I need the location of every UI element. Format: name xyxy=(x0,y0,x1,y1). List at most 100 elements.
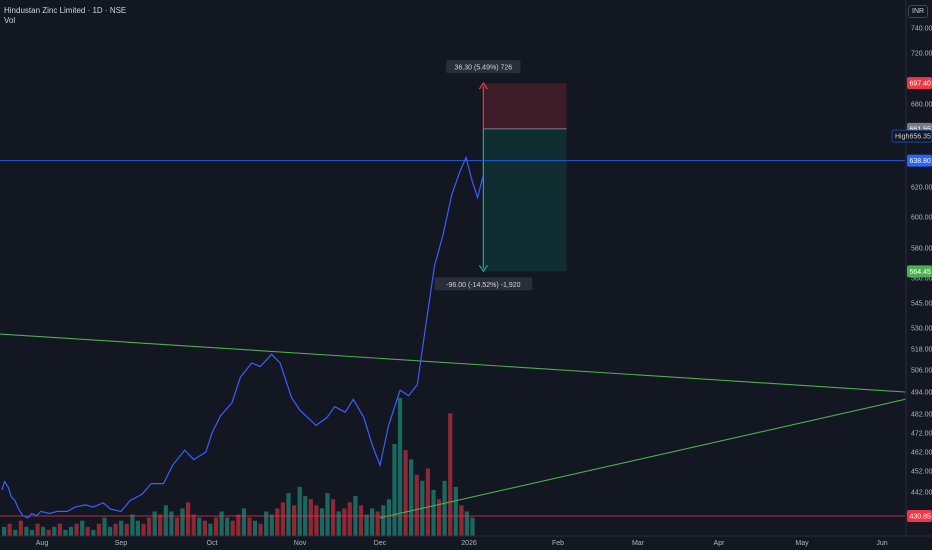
x-tick-label: Jun xyxy=(876,540,887,547)
price-line xyxy=(1,155,484,519)
x-tick-label: Oct xyxy=(207,540,218,547)
volume-bar xyxy=(347,502,352,536)
y-tick-label: 620.00 xyxy=(911,185,932,192)
target-label-box xyxy=(446,60,521,74)
high-label-value: 656.35 xyxy=(910,134,932,141)
volume-bar xyxy=(264,511,269,536)
y-tick-label: 482.00 xyxy=(911,412,932,419)
volume-bar xyxy=(35,523,40,536)
y-tick-label: 680.00 xyxy=(911,102,932,109)
volume-bar xyxy=(319,508,325,536)
long-position-tool[interactable]: 36.30 (5.49%) 726 -96.00 (-14.52%) -1,920 xyxy=(434,60,567,291)
volume-bar xyxy=(425,468,430,536)
volume-bar xyxy=(135,520,140,536)
volume-bar xyxy=(213,517,219,536)
volume-bar xyxy=(308,499,313,536)
volume-bar xyxy=(442,480,447,536)
price-series xyxy=(1,155,484,519)
volume-bar xyxy=(230,520,235,536)
price-label: 564.45 xyxy=(910,269,932,276)
volume-bar xyxy=(375,511,380,536)
volume-bar xyxy=(18,520,23,536)
volume-bar xyxy=(147,517,152,536)
x-tick-label: Apr xyxy=(714,540,726,547)
y-tick-label: 494.00 xyxy=(911,390,932,397)
stop-label: -96.00 (-14.52%) -1,920 xyxy=(446,282,520,289)
volume-bar xyxy=(247,517,252,536)
volume-bar xyxy=(336,511,341,536)
target-zone[interactable] xyxy=(483,83,567,129)
volume-bar xyxy=(459,505,464,536)
volume-bar xyxy=(208,523,213,536)
horizontal-lines[interactable] xyxy=(0,160,905,517)
volume-bar xyxy=(113,523,118,536)
volume-bar xyxy=(448,413,453,536)
trendline-2[interactable] xyxy=(379,398,906,519)
x-tick-label: 2026 xyxy=(461,540,477,547)
trendline-1[interactable] xyxy=(0,333,906,393)
volume-bar xyxy=(41,526,46,536)
x-tick-label: May xyxy=(795,540,809,547)
y-tick-label: 580.00 xyxy=(911,246,932,253)
volume-bar xyxy=(124,523,129,536)
volume-bar xyxy=(2,526,7,536)
volume-bar xyxy=(342,508,347,536)
y-tick-label: 530.00 xyxy=(911,326,932,333)
stop-zone[interactable] xyxy=(483,128,567,272)
volume-bar xyxy=(186,502,191,536)
x-tick-label: Mar xyxy=(632,540,645,547)
volume-bar xyxy=(24,526,29,536)
x-tick-label: Aug xyxy=(36,540,49,547)
volume-bar xyxy=(46,529,51,536)
volume-bar xyxy=(91,529,96,536)
volume-bar xyxy=(80,520,85,536)
price-label: 638.80 xyxy=(910,158,932,165)
volume-bar xyxy=(63,529,68,536)
price-label: 697.40 xyxy=(910,81,932,88)
price-label-box xyxy=(907,77,932,90)
currency-badge[interactable]: INR xyxy=(908,5,929,18)
volume-bar xyxy=(191,514,196,536)
volume-bar xyxy=(414,474,419,536)
volume-bar xyxy=(96,523,101,536)
volume-bar xyxy=(13,529,18,536)
volume-bar xyxy=(381,505,386,536)
volume-bar xyxy=(470,517,475,536)
volume-bar xyxy=(258,523,263,536)
price-axis[interactable]: 740.00720.00700.00680.00660.00640.00620.… xyxy=(905,0,932,536)
volume-bar xyxy=(225,517,230,536)
trendlines[interactable] xyxy=(0,333,906,519)
symbol-title: Hindustan Zinc Limited · 1D · NSE xyxy=(4,6,127,15)
x-tick-label: Feb xyxy=(552,540,564,547)
time-axis[interactable]: Aug Sep Oct Nov Dec 2026 Feb Mar Apr May Jun xyxy=(0,535,932,547)
price-label-box xyxy=(907,265,932,278)
volume-indicator-label: Vol xyxy=(4,16,16,25)
volume-bar xyxy=(286,493,291,536)
volume-bar xyxy=(85,526,90,536)
volume-bar xyxy=(174,517,180,536)
price-label: 430.85 xyxy=(910,514,932,521)
volume-bar xyxy=(7,523,12,536)
volume-bar xyxy=(370,508,375,536)
y-tick-label: 600.00 xyxy=(911,215,932,222)
volume-bar xyxy=(241,508,246,536)
high-label-box xyxy=(891,129,932,143)
volume-bar xyxy=(197,517,202,536)
volume-bar xyxy=(119,520,124,536)
volume-bar xyxy=(292,505,297,536)
volume-bar xyxy=(180,508,185,536)
volume-bar xyxy=(397,398,403,536)
volume-bar xyxy=(236,514,241,536)
volume-bar xyxy=(269,514,274,536)
volume-bar xyxy=(358,505,364,536)
volume-bar xyxy=(364,514,369,536)
volume-bar xyxy=(325,493,330,536)
volume-bar xyxy=(52,526,57,536)
x-tick-label: Dec xyxy=(374,540,387,547)
volume-bar xyxy=(464,511,469,536)
y-tick-label: 720.00 xyxy=(911,51,932,58)
volume-bar xyxy=(108,526,113,536)
volume-bar xyxy=(275,508,280,536)
